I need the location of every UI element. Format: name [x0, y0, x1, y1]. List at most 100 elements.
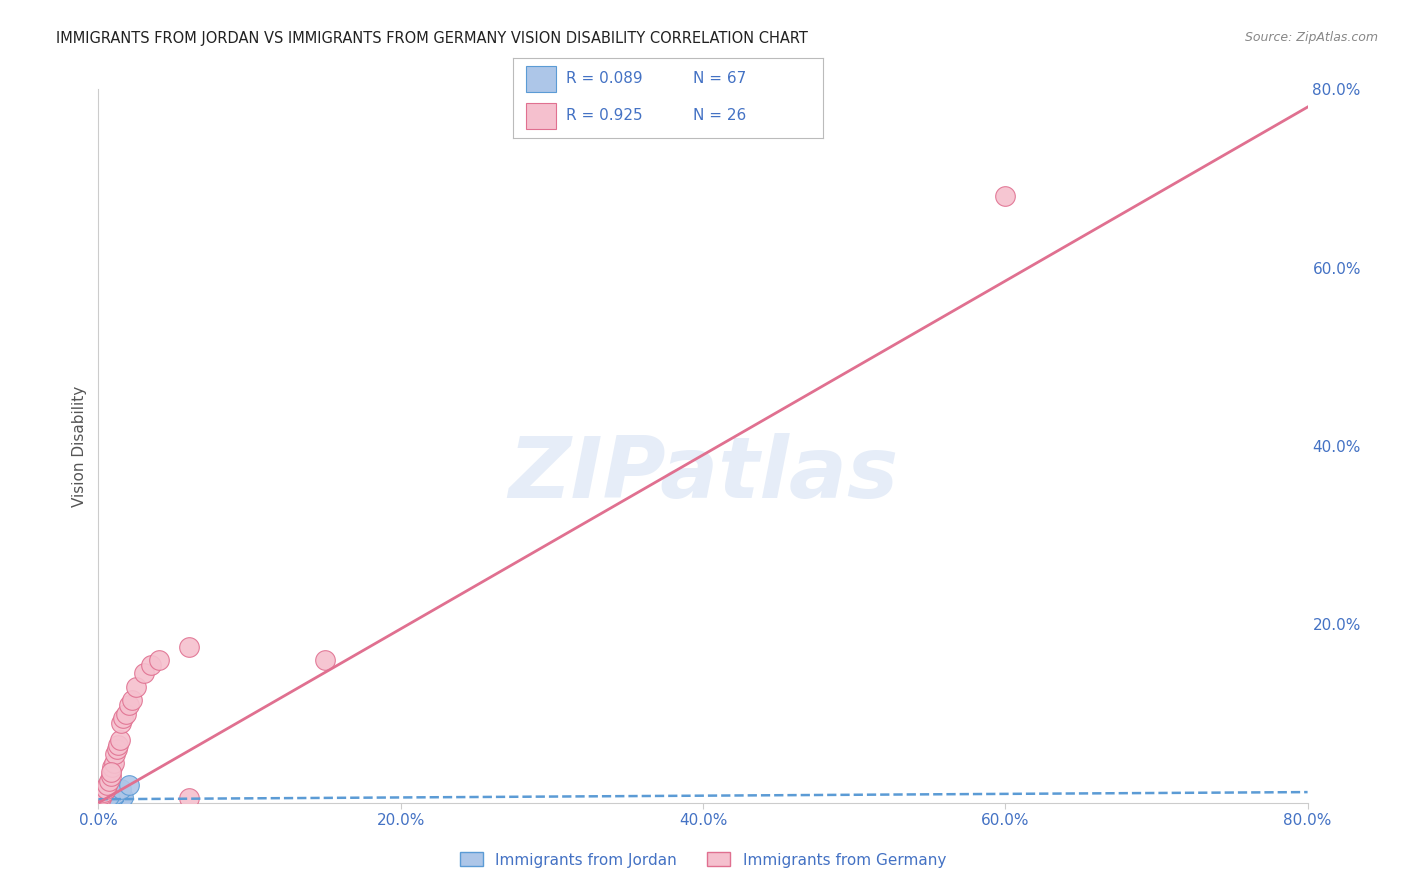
Point — [103, 756, 125, 770]
Point — [91, 790, 114, 805]
Point — [101, 790, 124, 805]
Point — [89, 792, 111, 806]
Point — [96, 790, 118, 805]
Point — [94, 782, 117, 797]
Point — [94, 792, 117, 806]
Point — [98, 789, 121, 804]
Point — [93, 791, 115, 805]
Y-axis label: Vision Disability: Vision Disability — [72, 385, 87, 507]
Point — [90, 789, 112, 803]
Point — [100, 764, 122, 779]
Point — [96, 789, 118, 804]
Point — [103, 789, 125, 803]
Point — [104, 791, 127, 805]
Text: N = 26: N = 26 — [693, 108, 745, 123]
Text: IMMIGRANTS FROM JORDAN VS IMMIGRANTS FROM GERMANY VISION DISABILITY CORRELATION : IMMIGRANTS FROM JORDAN VS IMMIGRANTS FRO… — [56, 31, 808, 46]
Point — [98, 789, 121, 803]
Point — [121, 693, 143, 707]
Point — [148, 653, 170, 667]
Point — [114, 706, 136, 721]
Point — [108, 789, 131, 803]
Point — [101, 790, 124, 805]
Point — [96, 790, 118, 805]
Point — [96, 789, 118, 804]
Point — [96, 778, 118, 792]
Point — [94, 791, 117, 805]
Point — [100, 769, 122, 783]
Point — [103, 788, 125, 802]
Point — [93, 785, 115, 799]
Point — [91, 789, 114, 803]
Point — [98, 790, 121, 805]
Point — [101, 789, 124, 804]
Point — [89, 790, 111, 805]
Point — [96, 788, 118, 802]
Point — [103, 789, 125, 803]
Point — [118, 778, 141, 792]
Point — [108, 790, 131, 805]
Point — [100, 789, 122, 803]
Point — [90, 791, 112, 805]
Point — [94, 790, 117, 805]
Point — [94, 791, 117, 805]
Point — [107, 738, 129, 752]
Point — [141, 657, 163, 672]
Point — [132, 666, 155, 681]
Point — [110, 788, 132, 802]
Point — [89, 793, 111, 807]
Point — [93, 791, 115, 805]
Point — [110, 715, 132, 730]
Point — [93, 789, 115, 804]
Point — [90, 791, 112, 805]
Point — [100, 789, 122, 804]
Point — [100, 786, 122, 800]
Point — [91, 787, 114, 801]
Text: R = 0.089: R = 0.089 — [565, 71, 643, 87]
Point — [105, 790, 128, 805]
Point — [105, 789, 128, 803]
Point — [100, 791, 122, 805]
Point — [90, 792, 112, 806]
Text: N = 67: N = 67 — [693, 71, 745, 87]
Point — [90, 791, 112, 805]
Point — [104, 747, 127, 761]
Point — [107, 789, 129, 804]
Legend: Immigrants from Jordan, Immigrants from Germany: Immigrants from Jordan, Immigrants from … — [454, 847, 952, 873]
Point — [94, 789, 117, 803]
Point — [93, 790, 115, 805]
Point — [93, 785, 115, 799]
Point — [994, 189, 1017, 203]
Point — [111, 711, 134, 725]
Point — [118, 698, 141, 712]
Point — [101, 760, 124, 774]
Point — [91, 790, 114, 805]
Point — [91, 793, 114, 807]
Point — [111, 789, 134, 804]
Point — [98, 789, 121, 803]
Point — [103, 788, 125, 802]
Point — [104, 789, 127, 804]
Text: Source: ZipAtlas.com: Source: ZipAtlas.com — [1244, 31, 1378, 45]
Point — [98, 773, 121, 788]
Point — [96, 790, 118, 805]
Point — [94, 789, 117, 804]
Point — [98, 787, 121, 801]
Point — [98, 791, 121, 805]
Bar — [526, 103, 557, 128]
Point — [108, 733, 131, 747]
Point — [100, 789, 122, 804]
Point — [314, 653, 336, 667]
Point — [105, 742, 128, 756]
Point — [91, 792, 114, 806]
Point — [91, 787, 114, 801]
Point — [93, 791, 115, 805]
Point — [107, 791, 129, 805]
Point — [104, 787, 127, 801]
Point — [110, 782, 132, 797]
Point — [90, 789, 112, 804]
Point — [179, 791, 201, 805]
Text: ZIPatlas: ZIPatlas — [508, 433, 898, 516]
Point — [101, 788, 124, 802]
Text: R = 0.925: R = 0.925 — [565, 108, 643, 123]
Point — [110, 792, 132, 806]
